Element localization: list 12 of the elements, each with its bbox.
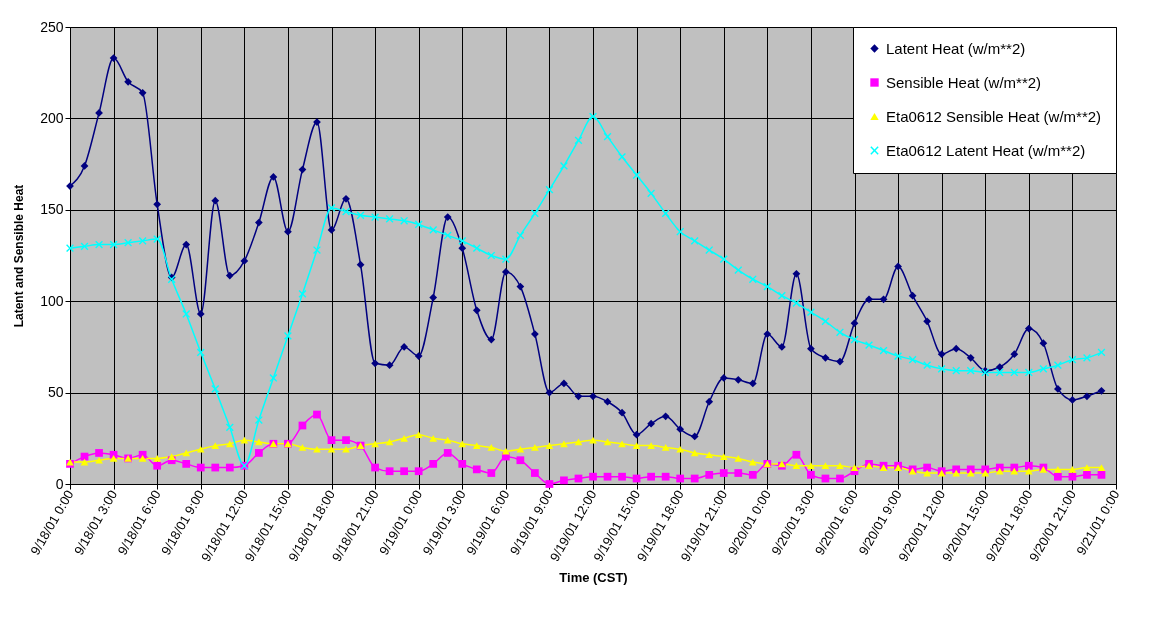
y-axis-title: Latent and Sensible Heat: [12, 184, 27, 328]
legend-label: Sensible Heat (w/m**2): [886, 73, 1042, 91]
y-tick-label: 200: [40, 109, 64, 126]
legend-label: Latent Heat (w/m**2): [886, 39, 1026, 57]
y-tick-label: 100: [40, 292, 64, 309]
y-tick-label: 150: [40, 201, 64, 218]
legend-label: Eta0612 Latent Heat (w/m**2): [886, 141, 1086, 159]
y-tick-label: 50: [47, 384, 64, 401]
legend-label: Eta0612 Sensible Heat (w/m**2): [886, 107, 1102, 125]
y-tick-label: 250: [40, 18, 64, 35]
x-axis-title: Time (CST): [559, 569, 628, 585]
y-tick-label: 0: [55, 475, 64, 492]
